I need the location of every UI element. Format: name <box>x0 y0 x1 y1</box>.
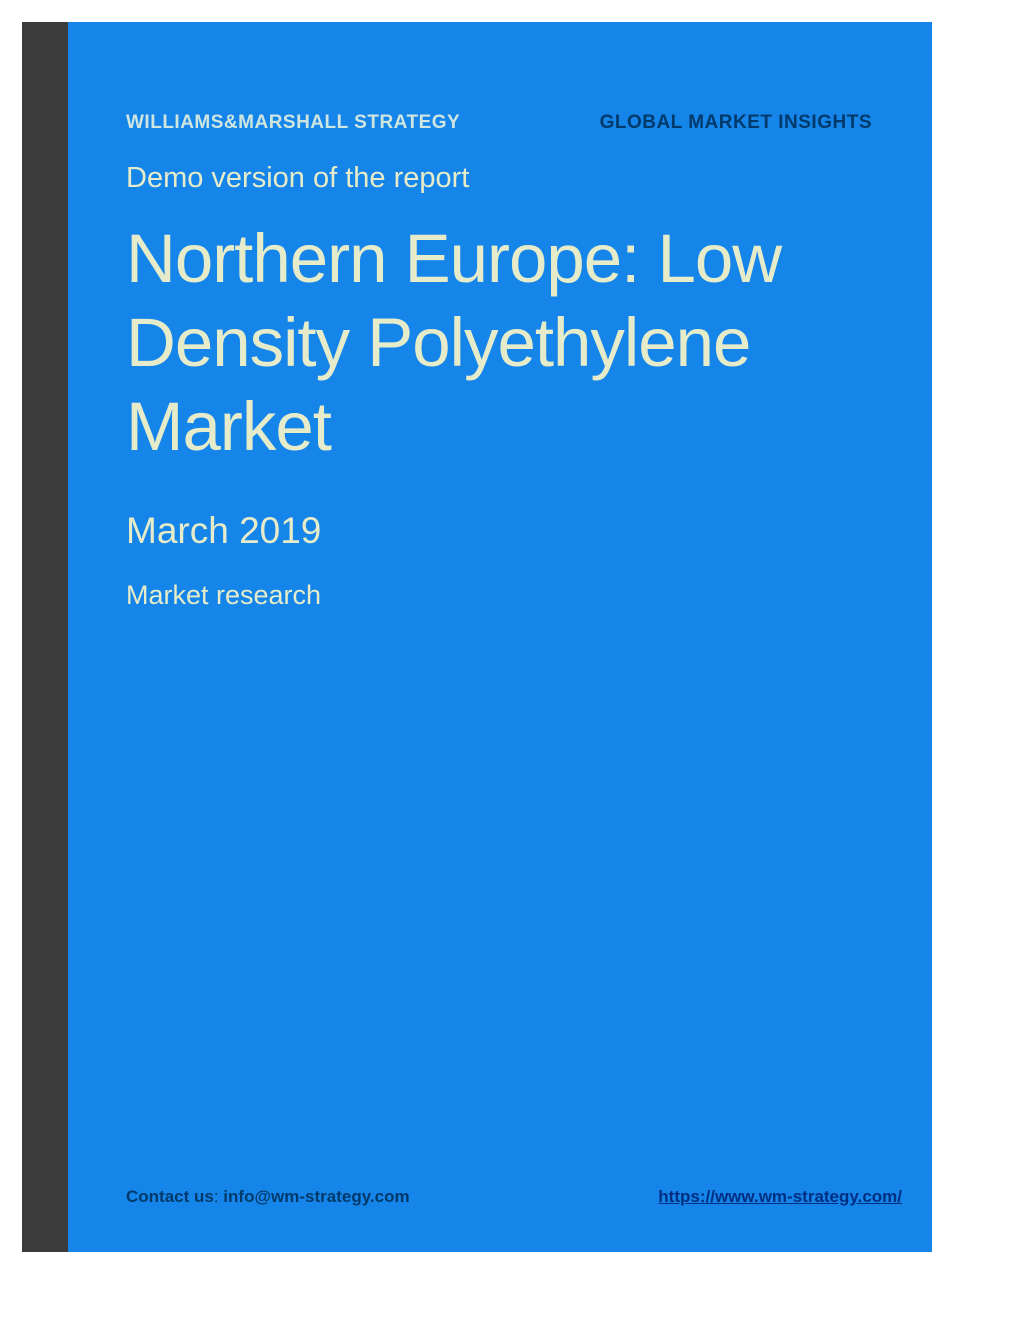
header-row: WILLIAMS&MARSHALL STRATEGY GLOBAL MARKET… <box>126 112 902 134</box>
main-panel: WILLIAMS&MARSHALL STRATEGY GLOBAL MARKET… <box>68 22 932 1252</box>
report-cover-page: WILLIAMS&MARSHALL STRATEGY GLOBAL MARKET… <box>22 22 932 1252</box>
company-name: WILLIAMS&MARSHALL STRATEGY <box>126 112 460 134</box>
footer: Contact us: info@wm-strategy.com https:/… <box>126 1187 902 1207</box>
demo-version-label: Demo version of the report <box>126 162 902 195</box>
report-date: March 2019 <box>126 510 902 552</box>
contact-label: Contact us <box>126 1187 214 1206</box>
tagline: GLOBAL MARKET INSIGHTS <box>600 112 872 134</box>
sidebar-strip <box>22 22 68 1252</box>
contact-email[interactable]: info@wm-strategy.com <box>223 1187 409 1206</box>
contact-colon: : <box>214 1187 223 1206</box>
contact-block: Contact us: info@wm-strategy.com <box>126 1187 410 1207</box>
report-subtitle: Market research <box>126 580 902 611</box>
report-title: Northern Europe: Low Density Polyethylen… <box>126 217 902 470</box>
website-link[interactable]: https://www.wm-strategy.com/ <box>658 1187 902 1207</box>
